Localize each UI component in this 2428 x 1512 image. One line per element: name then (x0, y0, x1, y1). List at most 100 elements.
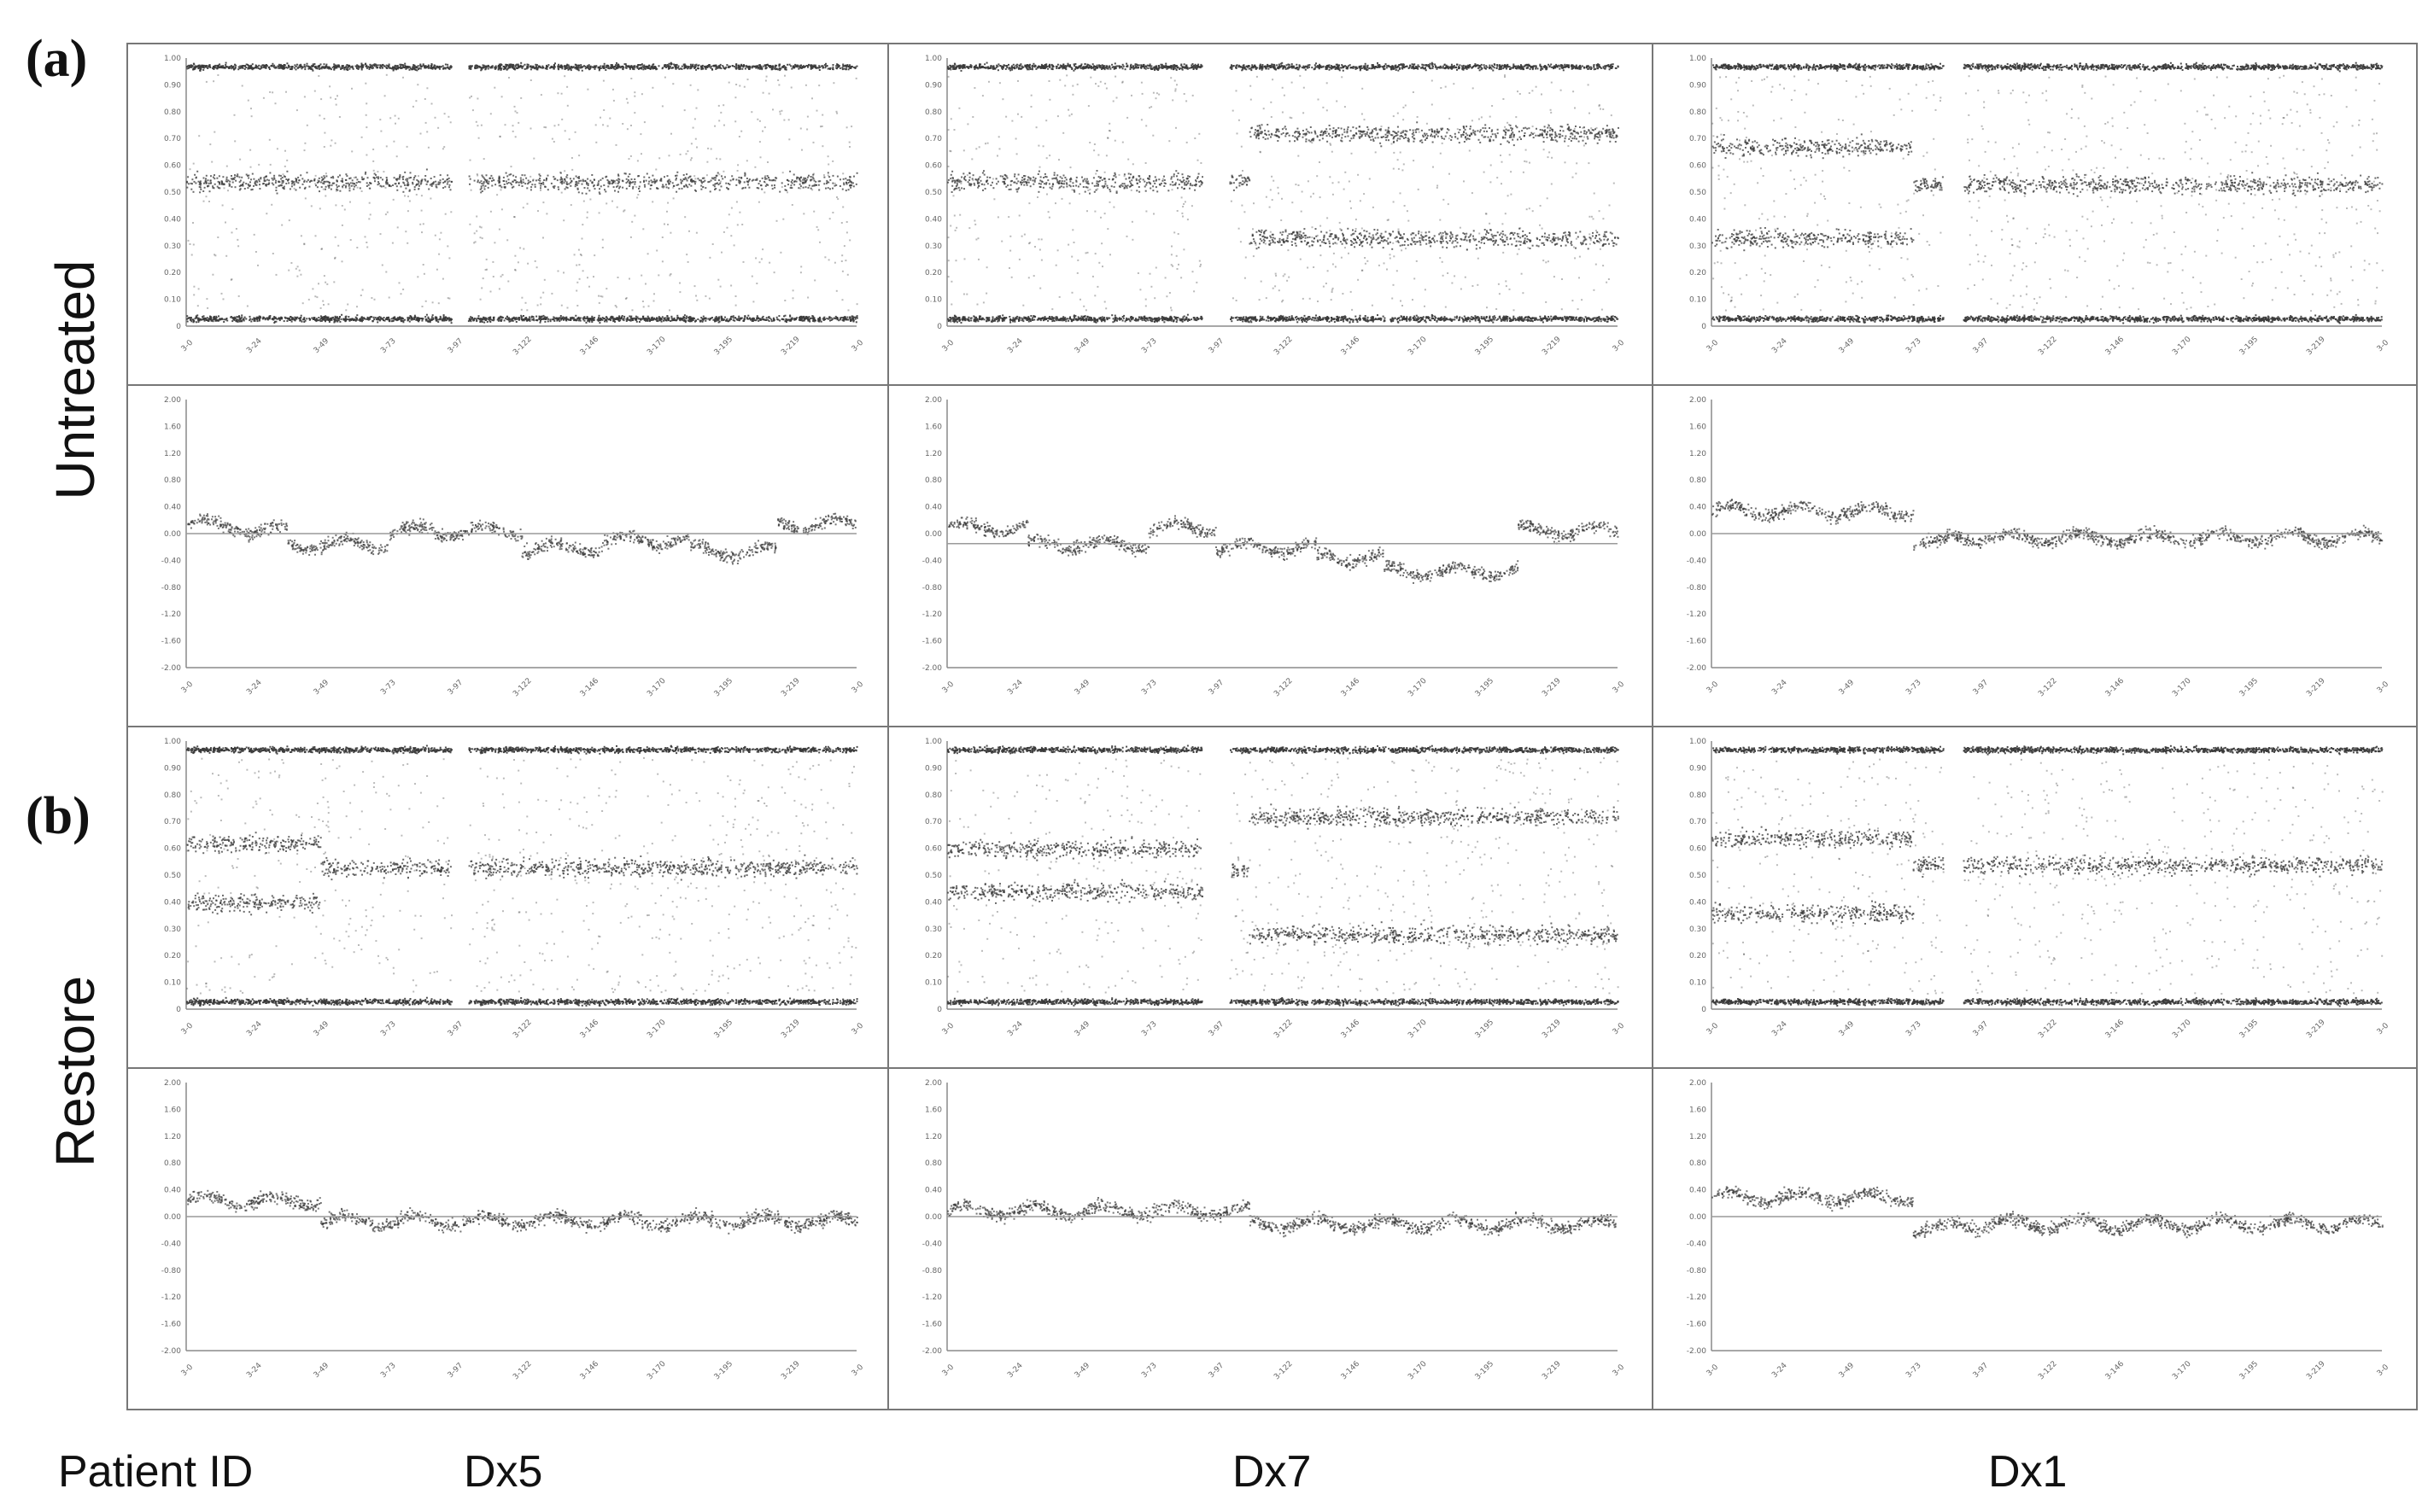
data-point (523, 315, 524, 317)
data-point (253, 317, 255, 319)
y-tick-label: 0.70 (925, 135, 942, 143)
data-point (765, 178, 768, 180)
data-point (612, 67, 615, 70)
data-point (1533, 317, 1535, 319)
data-point (775, 67, 778, 70)
data-point (186, 67, 189, 70)
data-point (558, 188, 560, 190)
data-point (335, 103, 337, 106)
data-point (222, 183, 225, 184)
data-point (368, 317, 371, 319)
data-point (1446, 318, 1448, 321)
data-point (402, 181, 405, 184)
data-point (542, 183, 545, 185)
data-point (372, 316, 375, 318)
data-point (325, 281, 327, 283)
data-point (517, 67, 518, 69)
data-point (557, 186, 559, 189)
data-point (348, 67, 351, 70)
data-point (360, 65, 362, 67)
data-point (659, 179, 662, 182)
data-point (202, 65, 204, 67)
data-point (435, 317, 437, 319)
data-point (447, 318, 449, 320)
data-point (680, 67, 682, 70)
data-point (377, 171, 379, 173)
data-point (404, 64, 407, 67)
data-point (191, 183, 193, 185)
data-point (274, 182, 277, 184)
data-point (829, 178, 832, 181)
data-point (661, 260, 664, 263)
data-point (756, 65, 758, 67)
data-point (430, 65, 433, 67)
data-point (516, 318, 518, 320)
data-point (402, 175, 405, 178)
data-point (705, 174, 708, 177)
data-point (808, 318, 810, 321)
data-point (323, 304, 325, 306)
data-point (617, 184, 619, 187)
data-point (239, 179, 242, 182)
data-point (478, 318, 481, 320)
x-tick-label: 3-219 (780, 335, 802, 357)
data-point (321, 66, 324, 68)
data-point (340, 67, 342, 69)
data-point (339, 190, 342, 192)
data-point (610, 64, 612, 66)
data-point (238, 181, 241, 184)
data-point (680, 178, 682, 181)
data-point (544, 316, 547, 318)
data-point (477, 67, 479, 69)
data-point (855, 77, 857, 79)
data-point (636, 160, 639, 162)
data-point (631, 319, 634, 322)
panel-label-b: (b) (26, 790, 91, 843)
data-point (778, 84, 781, 86)
data-point (734, 295, 737, 297)
data-point (803, 319, 805, 322)
data-point (219, 66, 221, 68)
data-point (233, 316, 236, 318)
data-point (352, 184, 354, 187)
data-point (717, 321, 720, 324)
data-point (383, 95, 386, 97)
data-point (558, 124, 560, 126)
data-point (217, 180, 219, 183)
data-point (230, 65, 232, 67)
data-point (205, 65, 207, 67)
data-point (631, 309, 634, 312)
y-tick-label: 0.40 (925, 215, 942, 224)
data-point (772, 67, 775, 69)
data-point (760, 66, 762, 68)
data-point (370, 316, 372, 318)
data-point (408, 318, 411, 320)
data-point (348, 316, 350, 318)
data-point (502, 65, 505, 67)
data-point (481, 190, 483, 192)
data-point (685, 317, 687, 319)
data-point (336, 179, 338, 182)
data-point (532, 318, 535, 320)
data-point (357, 68, 360, 70)
data-point (392, 66, 394, 68)
data-point (613, 180, 616, 183)
data-point (818, 189, 821, 191)
data-point (477, 317, 479, 319)
data-point (527, 183, 529, 185)
data-point (202, 68, 205, 71)
data-point (439, 318, 442, 321)
data-point (576, 188, 579, 190)
data-point (521, 319, 524, 322)
data-point (536, 304, 539, 306)
data-point (301, 320, 303, 323)
data-point (779, 69, 781, 72)
data-point (765, 184, 768, 186)
data-point (348, 187, 351, 190)
data-point (625, 320, 628, 322)
data-point (715, 177, 717, 179)
data-point (762, 91, 764, 94)
data-point (467, 320, 470, 323)
data-point (774, 179, 776, 182)
data-point (243, 181, 245, 184)
